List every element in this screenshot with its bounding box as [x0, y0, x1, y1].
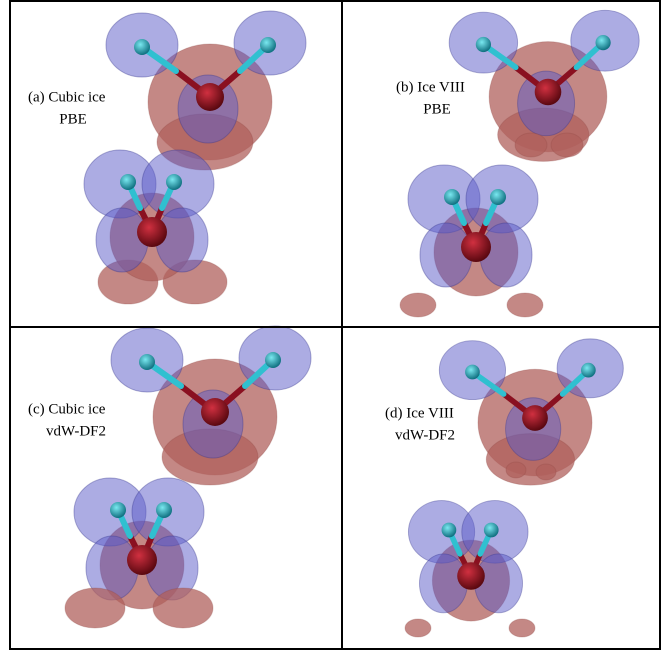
figure: (a) Cubic ice PBE (b) Ice VIII PBE (c) C… — [0, 0, 670, 651]
panel-a: (a) Cubic ice PBE — [28, 11, 306, 304]
panel-c: (c) Cubic ice vdW-DF2 — [28, 326, 311, 628]
panel-label: (d) Ice VIII — [385, 405, 454, 421]
panel-d: (d) Ice VIII vdW-DF2 — [385, 339, 623, 637]
panel-label: (a) Cubic ice — [28, 89, 106, 105]
panel-method: PBE — [423, 101, 451, 117]
panel-method: vdW-DF2 — [46, 423, 106, 439]
panel-method: vdW-DF2 — [395, 427, 455, 443]
page: (a) Cubic ice PBE (b) Ice VIII PBE (c) C… — [0, 0, 670, 651]
panel-label: (b) Ice VIII — [396, 79, 465, 95]
panel-label: (c) Cubic ice — [28, 401, 106, 417]
panel-method: PBE — [59, 111, 87, 127]
panel-b: (b) Ice VIII PBE — [396, 10, 639, 317]
